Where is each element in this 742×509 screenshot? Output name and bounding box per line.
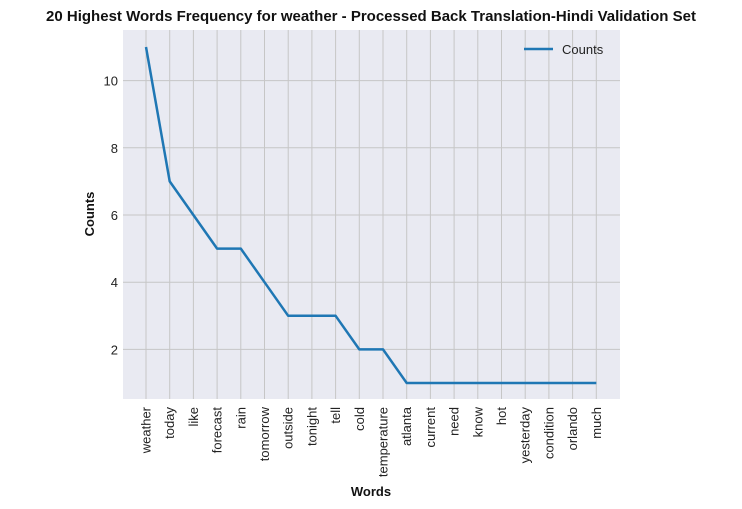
x-tick-label: today: [162, 407, 177, 439]
x-tick-labels: weather today like forecast rain tomorrow outs…: [139, 406, 604, 477]
x-tick-label: tomorrow: [257, 406, 272, 461]
x-tick-label: atlanta: [399, 406, 414, 446]
y-axis-label: Counts: [82, 192, 97, 237]
y-tick-label: 6: [111, 208, 118, 223]
y-tick-labels: 2 4 6 8 10: [104, 74, 118, 358]
series-line-counts: [144, 46, 597, 385]
x-tick-label: know: [470, 406, 485, 437]
x-tick-label: rain: [233, 407, 248, 429]
x-axis-label: Words: [351, 484, 391, 499]
y-tick-label: 4: [111, 275, 118, 290]
chart-title: 20 Highest Words Frequency for weather -…: [46, 8, 696, 25]
x-tick-label: temperature: [376, 407, 391, 477]
x-tick-label: outside: [281, 407, 296, 449]
x-tick-label: need: [447, 407, 462, 436]
x-tick-label: cold: [352, 407, 367, 431]
x-tick-label: orlando: [565, 407, 580, 450]
x-tick-label: current: [423, 407, 438, 448]
x-tick-label: tonight: [304, 407, 319, 446]
x-tick-label: hot: [494, 407, 509, 425]
y-tick-label: 10: [104, 74, 118, 89]
x-tick-label: condition: [541, 407, 556, 459]
x-tick-label: forecast: [210, 407, 225, 454]
x-tick-label: like: [186, 407, 201, 427]
y-tick-label: 8: [111, 141, 118, 156]
legend: Counts: [524, 42, 604, 57]
y-gridlines: [123, 80, 620, 350]
series-layer: [144, 46, 597, 385]
y-tick-label: 2: [111, 342, 118, 357]
x-tick-label: much: [589, 407, 604, 439]
x-tick-label: yesterday: [518, 407, 533, 464]
legend-label: Counts: [562, 42, 604, 57]
x-tick-label: tell: [328, 407, 343, 424]
x-tick-label: weather: [139, 406, 154, 454]
